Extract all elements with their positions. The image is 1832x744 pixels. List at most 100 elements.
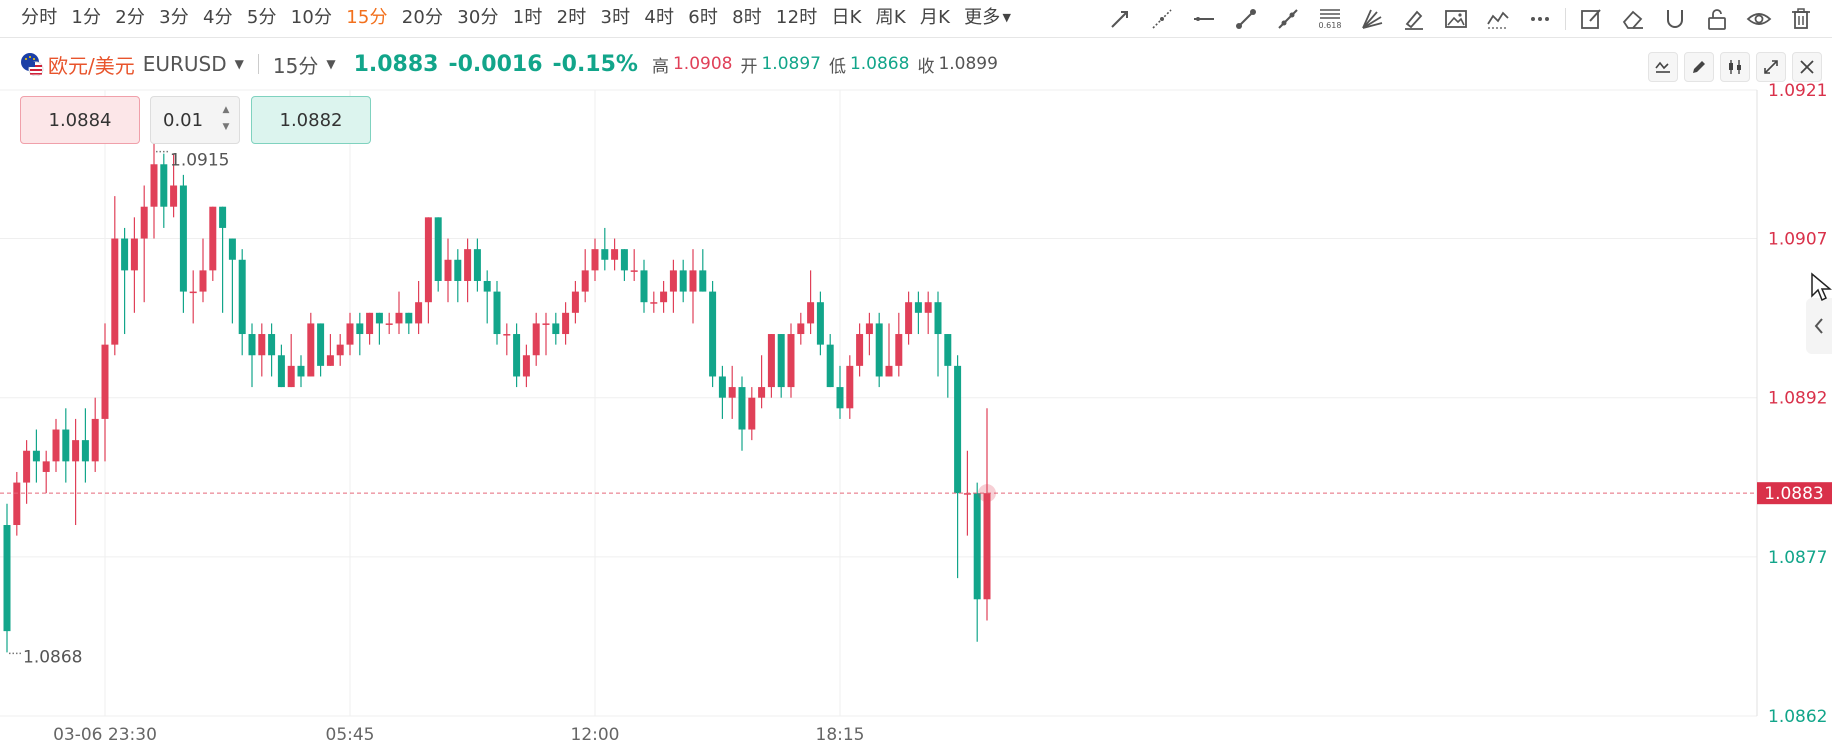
buy-price-button[interactable]: 1.0882 xyxy=(251,96,371,144)
close-value: 1.0899 xyxy=(938,54,998,74)
price-change: -0.0016 xyxy=(448,51,543,77)
candle-body xyxy=(454,259,462,281)
stepper-down-icon[interactable]: ▼ xyxy=(222,122,230,132)
fibonacci-tool-icon[interactable]: 0.618 xyxy=(1309,0,1351,38)
timeframe-16[interactable]: 12时 xyxy=(775,6,818,28)
candle-body xyxy=(689,270,697,292)
symbol-name[interactable]: 欧元/美元 xyxy=(48,53,135,78)
more-tools-icon[interactable] xyxy=(1519,0,1561,38)
timeframe-7[interactable]: 15分 xyxy=(346,6,388,28)
candle xyxy=(277,344,285,388)
candle-body xyxy=(464,249,472,281)
candle xyxy=(228,238,236,324)
candle-body xyxy=(483,280,491,292)
timeframe-19[interactable]: 月K xyxy=(919,6,951,28)
segment-tool-icon[interactable] xyxy=(1225,0,1267,38)
unlock-icon[interactable] xyxy=(1696,0,1738,38)
timeframe-6[interactable]: 10分 xyxy=(290,6,333,28)
candle xyxy=(32,429,40,483)
candle-body xyxy=(954,365,962,494)
candle-body xyxy=(542,323,550,325)
candle-style-icon[interactable] xyxy=(1720,52,1750,82)
horizontal-line-tool-icon[interactable] xyxy=(1183,0,1225,38)
timeframe-18[interactable]: 周K xyxy=(875,6,906,28)
edit-note-icon[interactable] xyxy=(1570,0,1612,38)
symbol-code[interactable]: EURUSD xyxy=(142,52,227,76)
candle xyxy=(366,312,374,345)
timeframe-1[interactable]: 1分 xyxy=(71,6,102,28)
timeframe-15[interactable]: 8时 xyxy=(732,6,762,28)
trash-icon[interactable] xyxy=(1780,0,1822,38)
candle-body xyxy=(581,270,589,292)
period-dropdown-icon[interactable]: ▼ xyxy=(326,57,336,71)
candle-body xyxy=(944,334,952,366)
period-selector[interactable]: 15分 xyxy=(272,53,319,78)
candle xyxy=(464,238,472,303)
timeframe-12[interactable]: 3时 xyxy=(600,6,631,28)
candle xyxy=(395,291,403,335)
draw-pencil-icon[interactable] xyxy=(1684,52,1714,82)
more-timeframes-button[interactable]: 更多 ▼ xyxy=(957,0,1018,38)
timeframe-8[interactable]: 20分 xyxy=(401,6,444,28)
timeframe-9[interactable]: 30分 xyxy=(457,6,499,28)
symbol-dropdown-icon[interactable]: ▼ xyxy=(234,57,244,71)
brush-tool-icon[interactable] xyxy=(1393,0,1435,38)
candle-body xyxy=(101,344,109,419)
candle xyxy=(522,344,530,388)
candle-body xyxy=(277,355,285,388)
ray-tool-icon[interactable] xyxy=(1099,0,1141,38)
candle-body xyxy=(679,270,687,292)
magnet-icon[interactable] xyxy=(1654,0,1696,38)
candle xyxy=(552,312,560,345)
timeframe-2[interactable]: 2分 xyxy=(115,6,146,28)
trend-line-tool-icon[interactable] xyxy=(1267,0,1309,38)
sell-price-button[interactable]: 1.0884 xyxy=(20,96,140,144)
timeframe-3[interactable]: 3分 xyxy=(159,6,189,28)
fullscreen-icon[interactable] xyxy=(1756,52,1786,82)
candle xyxy=(493,280,501,345)
eye-icon[interactable] xyxy=(1738,0,1780,38)
close-icon[interactable] xyxy=(1792,52,1822,82)
candle-body xyxy=(718,376,726,398)
timeframe-11[interactable]: 2时 xyxy=(556,6,587,28)
info-divider xyxy=(257,54,259,74)
extended-line-tool-icon[interactable] xyxy=(1141,0,1183,38)
timeframe-13[interactable]: 4时 xyxy=(644,6,675,28)
candle-body xyxy=(366,312,374,335)
candle xyxy=(91,397,99,472)
high-value: 1.0908 xyxy=(672,54,733,74)
candle-body xyxy=(865,323,873,335)
fan-tool-icon[interactable] xyxy=(1351,0,1393,38)
timeframe-4[interactable]: 4分 xyxy=(202,6,233,28)
candle-body xyxy=(846,365,854,409)
candle-body xyxy=(513,334,521,377)
candle-body xyxy=(130,238,138,271)
candle xyxy=(865,312,873,356)
candle-body xyxy=(914,302,922,313)
eu-us-flag-icon xyxy=(20,52,44,77)
side-panel-toggle[interactable] xyxy=(1806,298,1832,354)
timeframe-14[interactable]: 6时 xyxy=(688,6,719,28)
timeframe-0[interactable]: 分时 xyxy=(21,6,58,28)
eraser-icon[interactable] xyxy=(1612,0,1654,38)
indicator-icon[interactable] xyxy=(1648,52,1678,82)
candle-body xyxy=(444,259,452,281)
candle xyxy=(591,238,599,281)
candle-body xyxy=(111,238,119,345)
symbol-info-bar: 欧元/美元 EURUSD ▼ 15分 ▼ 1.0883 -0.0016 -0.1… xyxy=(0,44,1832,84)
lot-size-input[interactable] xyxy=(163,107,213,133)
candle-body xyxy=(699,270,707,292)
candle-body xyxy=(268,334,276,356)
image-tool-icon[interactable] xyxy=(1435,0,1477,38)
candle-body xyxy=(630,270,638,272)
timeframe-5[interactable]: 5分 xyxy=(246,6,277,28)
timeframe-17[interactable]: 日K xyxy=(831,6,862,28)
candle-body xyxy=(758,387,766,398)
candle xyxy=(532,312,540,366)
pattern-tool-icon[interactable] xyxy=(1477,0,1519,38)
candle-body xyxy=(199,270,207,292)
time-axis: 03-06 23:30 05:45 12:00 18:15 xyxy=(53,725,864,744)
stepper-up-icon[interactable]: ▲ xyxy=(222,105,230,115)
timeframe-10[interactable]: 1时 xyxy=(512,6,543,28)
